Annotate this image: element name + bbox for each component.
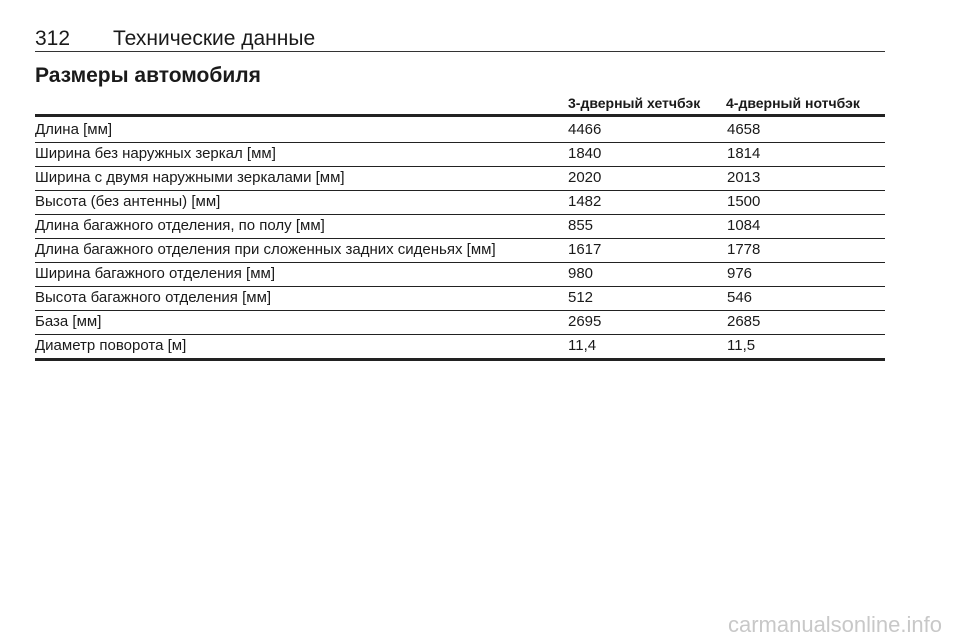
row-rule xyxy=(35,334,885,335)
row-label: Диаметр поворота [м] xyxy=(35,337,187,354)
cell-value: 1778 xyxy=(727,241,761,258)
row-rule xyxy=(35,358,885,361)
row-rule xyxy=(35,142,885,143)
section-title: Размеры автомобиля xyxy=(35,64,261,87)
table-rule xyxy=(35,114,885,117)
row-label: Высота (без антенны) [мм] xyxy=(35,193,221,210)
cell-value: 4658 xyxy=(727,121,761,138)
cell-value: 1814 xyxy=(727,145,761,162)
row-label: Ширина багажного отделения [мм] xyxy=(35,265,276,282)
cell-value: 855 xyxy=(568,217,594,234)
column-header: 4-дверный нотчбэк xyxy=(726,95,860,111)
cell-value: 4466 xyxy=(568,121,602,138)
cell-value: 976 xyxy=(727,265,753,282)
row-label: Высота багажного отделения [мм] xyxy=(35,289,272,306)
row-rule xyxy=(35,166,885,167)
row-label: Длина [мм] xyxy=(35,121,113,138)
header-rule xyxy=(35,51,885,52)
page-number: 312 xyxy=(35,27,71,50)
cell-value: 1482 xyxy=(568,193,602,210)
row-label: База [мм] xyxy=(35,313,102,330)
row-label: Ширина с двумя наружными зеркалами [мм] xyxy=(35,169,345,186)
cell-value: 1500 xyxy=(727,193,761,210)
cell-value: 2013 xyxy=(727,169,761,186)
row-rule xyxy=(35,214,885,215)
cell-value: 2020 xyxy=(568,169,602,186)
cell-value: 2695 xyxy=(568,313,602,330)
cell-value: 1084 xyxy=(727,217,761,234)
row-rule xyxy=(35,238,885,239)
row-label: Ширина без наружных зеркал [мм] xyxy=(35,145,276,162)
cell-value: 512 xyxy=(568,289,594,306)
row-rule xyxy=(35,190,885,191)
cell-value: 1617 xyxy=(568,241,602,258)
row-rule xyxy=(35,286,885,287)
row-label: Длина багажного отделения, по полу [мм] xyxy=(35,217,325,234)
row-rule xyxy=(35,262,885,263)
cell-value: 546 xyxy=(727,289,753,306)
cell-value: 11,5 xyxy=(727,337,756,354)
cell-value: 11,4 xyxy=(568,337,597,354)
column-header: 3-дверный хетчбэк xyxy=(568,95,701,111)
row-label: Длина багажного отделения при сложенных … xyxy=(35,241,496,258)
watermark: carmanualsonline.info xyxy=(727,612,942,637)
cell-value: 1840 xyxy=(568,145,602,162)
row-rule xyxy=(35,310,885,311)
header-title: Технические данные xyxy=(113,27,316,50)
cell-value: 2685 xyxy=(727,313,761,330)
cell-value: 980 xyxy=(568,265,594,282)
